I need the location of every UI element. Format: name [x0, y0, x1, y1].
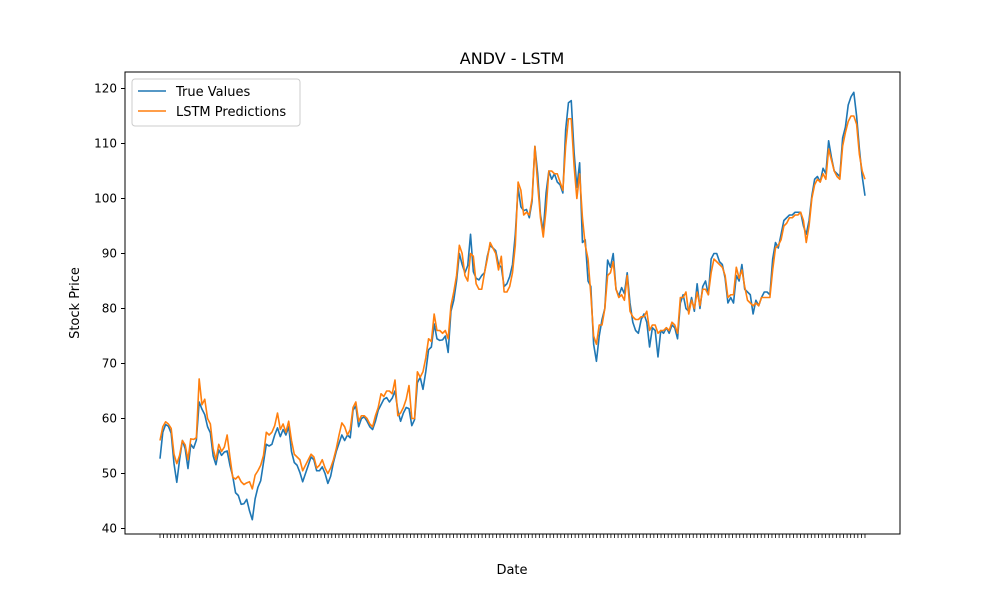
y-tick-label: 120: [94, 82, 117, 96]
series-line-true-values: [159, 91, 866, 521]
y-tick-label: 80: [102, 302, 117, 316]
axes-frame: [124, 71, 901, 535]
y-axis-ticks: 40 50 60 70 80 90 100 110 120: [94, 82, 125, 536]
y-tick-label: 110: [94, 137, 117, 151]
chart-title: ANDV - LSTM: [460, 49, 565, 68]
y-tick-label: 60: [102, 412, 117, 426]
legend-label-lstm-predictions: LSTM Predictions: [176, 105, 286, 120]
x-axis-label: Date: [496, 563, 527, 578]
y-axis-label: Stock Price: [68, 267, 83, 339]
legend-label-true-values: True Values: [175, 85, 250, 100]
y-tick-label: 70: [102, 357, 117, 371]
y-tick-label: 100: [94, 192, 117, 206]
x-axis-ticks: [159, 534, 866, 538]
legend-box: [131, 78, 301, 127]
legend: True Values LSTM Predictions: [131, 78, 301, 127]
plot-area: 40 50 60 70 80 90 100 110 120: [94, 71, 901, 538]
y-tick-label: 90: [102, 247, 117, 261]
y-tick-label: 50: [102, 467, 117, 481]
series-line-lstm-predictions: [159, 115, 866, 490]
y-tick-label: 40: [102, 522, 117, 536]
series-lines: [159, 91, 866, 521]
